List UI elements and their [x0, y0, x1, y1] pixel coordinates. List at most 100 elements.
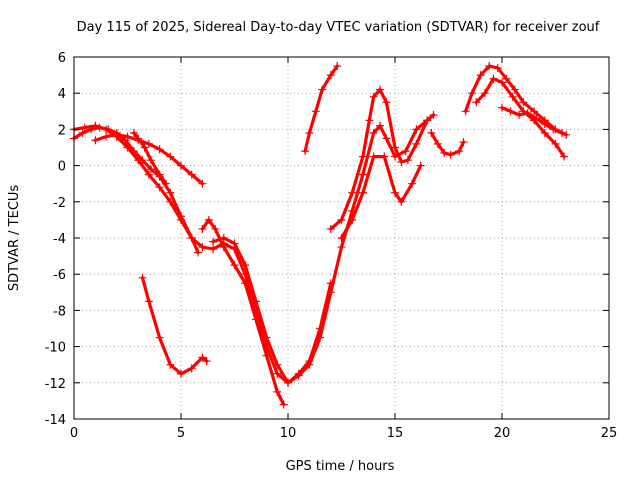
data-point — [326, 288, 335, 297]
data-point — [515, 110, 524, 119]
data-point — [311, 107, 320, 116]
data-point — [187, 364, 196, 373]
data-point — [326, 224, 335, 233]
data-point — [112, 130, 121, 139]
data-point — [155, 333, 164, 342]
data-point — [557, 129, 566, 138]
data-point — [333, 62, 342, 71]
y-tick-label: 4 — [58, 87, 66, 102]
y-tick-label: -10 — [45, 341, 66, 356]
axis-ticks: 0 5 10 15 20 25 -14 -12 -10 -8 -6 -4 -2 0 2 4 6 — [45, 51, 618, 441]
data-point — [433, 139, 442, 148]
data-point — [198, 353, 207, 362]
data-point — [177, 212, 185, 221]
data-point — [166, 188, 175, 197]
data-point — [403, 156, 412, 165]
data-point — [202, 357, 211, 366]
y-tick-label: 6 — [58, 51, 66, 66]
data-point — [551, 139, 560, 148]
y-tick-label: -8 — [53, 304, 66, 319]
data-point — [177, 369, 185, 378]
data-point — [230, 239, 239, 248]
data-point — [219, 234, 228, 242]
data-point — [134, 134, 143, 143]
data-point — [540, 129, 549, 138]
data-point — [530, 107, 539, 116]
data-point — [562, 130, 571, 139]
data-point — [187, 234, 196, 242]
y-tick-label: 0 — [58, 160, 66, 175]
data-point — [138, 156, 147, 165]
data-point — [382, 134, 391, 143]
data-point — [87, 125, 96, 134]
series-line — [200, 218, 286, 407]
data-point — [316, 333, 325, 342]
data-point — [273, 360, 282, 369]
data-point — [138, 273, 147, 282]
data-point — [397, 157, 406, 166]
series-sat-K — [427, 129, 468, 159]
series-line — [132, 131, 168, 186]
data-point — [123, 132, 132, 141]
series-sat-D — [129, 129, 171, 188]
series-line — [211, 118, 429, 385]
y-tick-label: -6 — [53, 268, 66, 283]
data-point — [412, 125, 421, 134]
data-point — [241, 279, 250, 288]
data-point — [472, 98, 481, 107]
series-sat-I — [326, 85, 438, 233]
data-point — [412, 139, 421, 148]
data-point — [468, 89, 477, 98]
grid — [74, 57, 609, 419]
x-tick-label: 5 — [177, 426, 185, 441]
data-point — [446, 150, 455, 159]
data-point — [369, 129, 378, 138]
x-axis-label: GPS time / hours — [286, 459, 395, 474]
data-point — [337, 234, 346, 242]
data-point — [162, 179, 171, 188]
data-point — [408, 179, 417, 188]
data-point — [459, 138, 468, 147]
series-sat-H — [301, 62, 342, 156]
series-sat-N — [498, 103, 566, 138]
data-point — [391, 143, 399, 152]
series-sat-J — [337, 152, 425, 242]
data-point — [198, 224, 207, 233]
data-point — [391, 188, 399, 197]
data-point — [95, 123, 104, 132]
data-point — [382, 98, 391, 107]
data-point — [80, 123, 89, 132]
data-point — [219, 243, 228, 252]
data-point — [560, 152, 569, 161]
data-point — [129, 129, 138, 138]
data-point — [480, 89, 489, 98]
data-point — [519, 98, 528, 107]
series-sat-E — [138, 273, 211, 378]
data-point — [273, 387, 282, 396]
data-point — [337, 215, 346, 224]
data-point — [102, 132, 111, 141]
x-tick-label: 25 — [601, 426, 618, 441]
data-point — [508, 92, 517, 101]
data-point — [209, 244, 218, 253]
data-point — [440, 148, 449, 157]
y-axis-label: SDTVAR / TECUs — [7, 185, 22, 292]
data-point — [510, 85, 519, 94]
y-tick-label: -12 — [45, 377, 66, 392]
data-point — [358, 152, 367, 161]
data-point — [348, 215, 357, 224]
data-point — [279, 400, 288, 409]
series-line — [329, 87, 436, 231]
data-point — [166, 360, 175, 369]
data-point — [337, 243, 346, 252]
x-tick-label: 10 — [280, 426, 297, 441]
series-sat-M — [472, 74, 569, 161]
data-point — [155, 183, 164, 192]
data-point — [498, 103, 506, 112]
series-line — [474, 77, 566, 159]
data-point — [429, 110, 438, 119]
x-tick-label: 15 — [387, 426, 404, 441]
data-point — [502, 74, 511, 83]
data-series — [70, 62, 571, 409]
